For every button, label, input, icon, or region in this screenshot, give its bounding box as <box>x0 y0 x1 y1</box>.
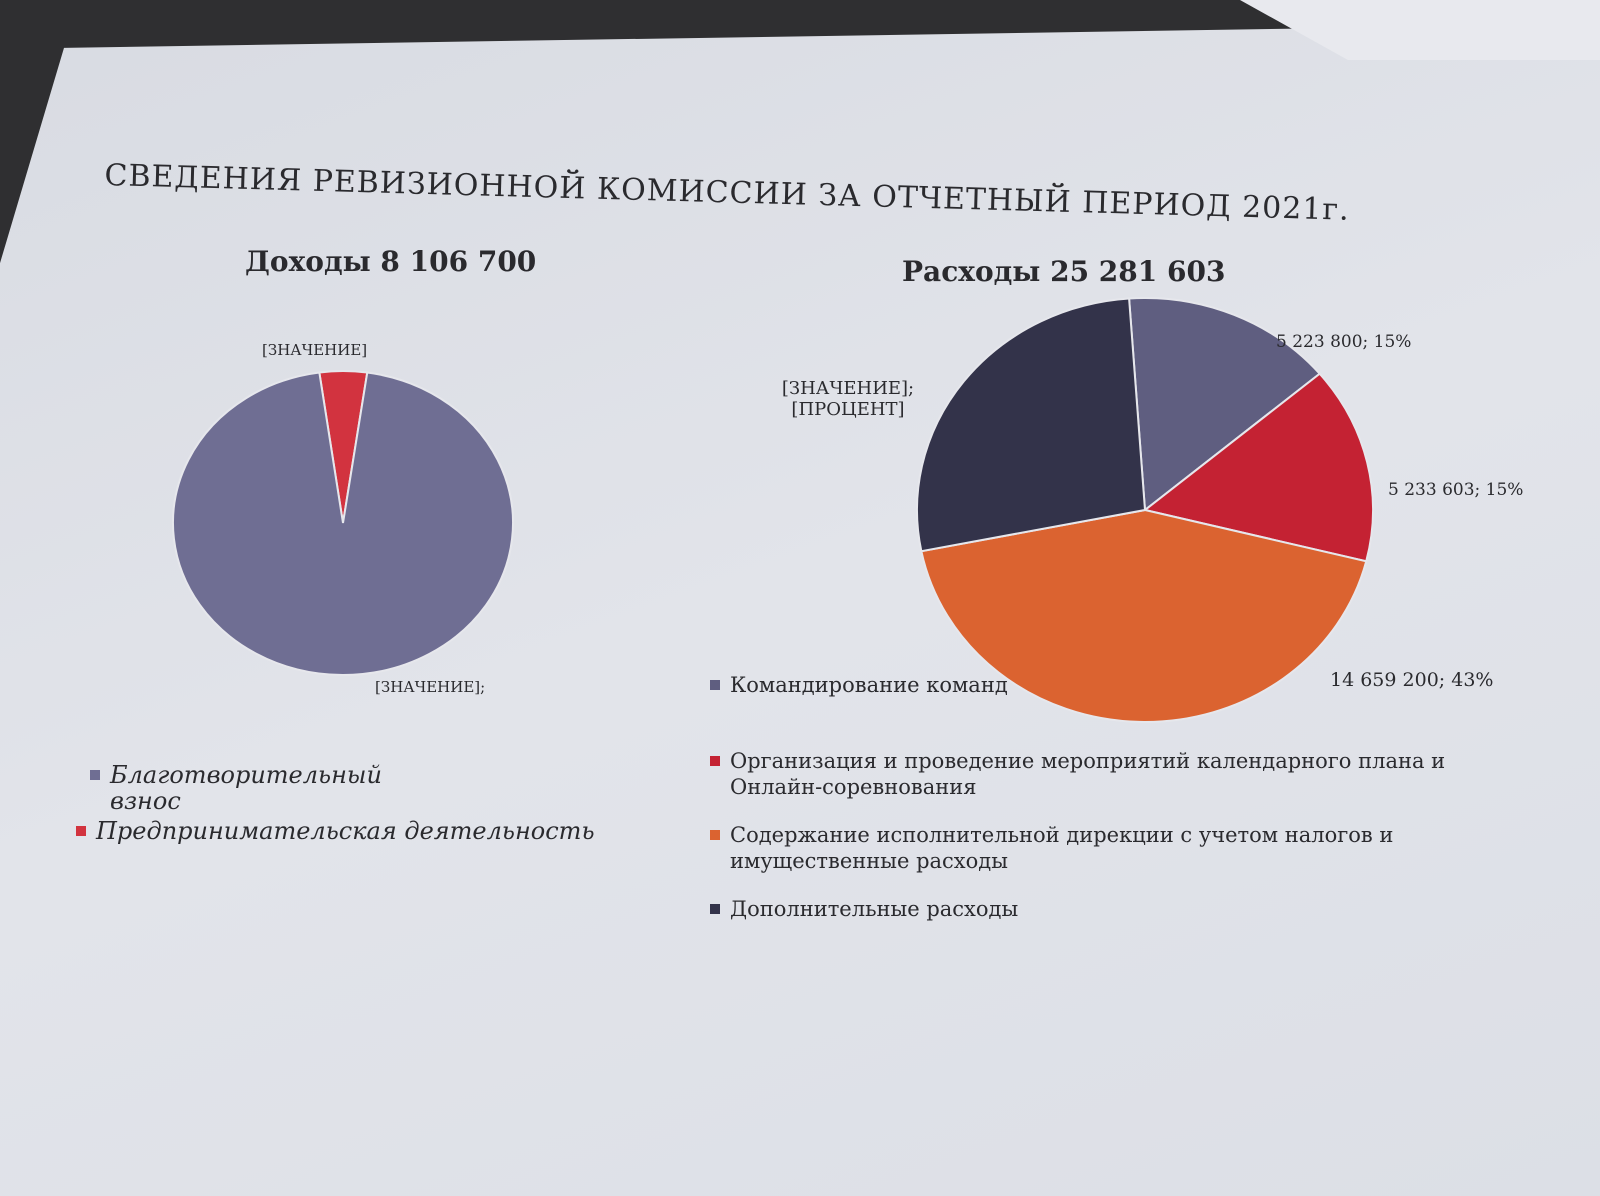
legend-swatch <box>76 826 86 836</box>
data-label-expense-3: [ЗНАЧЕНИЕ]; [ПРОЦЕНТ] <box>781 378 915 420</box>
expense-legend: Командирование команд Организация и пров… <box>708 672 1488 936</box>
data-label-expense-1: 5 233 603; 15% <box>1388 480 1524 500</box>
pie-slice-1 <box>1142 372 1374 563</box>
legend-swatch <box>710 904 720 914</box>
legend-swatch <box>710 680 720 690</box>
legend-label: Предпринимательская деятельность <box>96 817 595 845</box>
legend-item: Командирование команд <box>708 672 1488 698</box>
income-pie <box>172 370 514 676</box>
pie-slice-0 <box>172 371 514 676</box>
legend-item: Содержание исполнительной дирекции с уче… <box>708 822 1488 874</box>
legend-label: Дополнительные расходы <box>730 897 1019 921</box>
legend-label: Содержание исполнительной дирекции с уче… <box>730 823 1394 873</box>
pie-slice-3 <box>916 297 1147 553</box>
data-label-income-0: [ЗНАЧЕНИЕ]; <box>375 678 486 696</box>
legend-item: Благотворительный взнос <box>88 762 410 814</box>
legend-label: Благотворительный взнос <box>110 761 382 815</box>
income-chart-title: Доходы 8 106 700 <box>245 245 537 278</box>
pie-slice-0 <box>1128 297 1322 512</box>
expense-chart-title: Расходы 25 281 603 <box>902 255 1226 288</box>
legend-label: Командирование команд <box>730 673 1008 697</box>
legend-swatch <box>710 756 720 766</box>
data-label-income-1: [ЗНАЧЕНИЕ] <box>262 341 368 359</box>
legend-item: Дополнительные расходы <box>708 896 1488 922</box>
legend-item: Предпринимательская деятельность <box>74 818 608 844</box>
legend-swatch <box>710 830 720 840</box>
expense-pie <box>916 297 1374 724</box>
data-label-expense-2: 14 659 200; 43% <box>1330 669 1494 691</box>
income-legend: Благотворительный взнос Предпринимательс… <box>76 762 608 858</box>
legend-label: Организация и проведение мероприятий кал… <box>730 749 1446 799</box>
legend-item: Организация и проведение мероприятий кал… <box>708 748 1488 800</box>
legend-swatch <box>90 770 100 780</box>
data-label-expense-0: 5 223 800; 15% <box>1276 332 1412 352</box>
pie-slice-2 <box>920 508 1368 724</box>
